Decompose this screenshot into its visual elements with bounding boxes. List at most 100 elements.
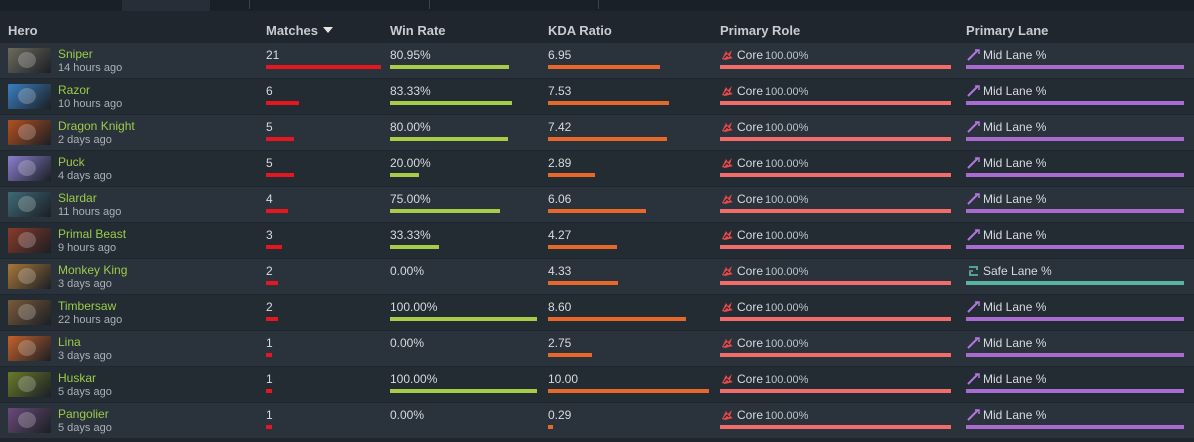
hero-portrait[interactable]	[8, 372, 51, 397]
matches-value: 2	[266, 300, 273, 314]
hero-portrait[interactable]	[8, 228, 51, 253]
win-rate-bar	[390, 137, 508, 141]
column-matches[interactable]: Matches	[266, 23, 334, 38]
table-row[interactable]: Lina 3 days ago 1 0.00% 2.75 Core 100.00% Mid L…	[0, 331, 1194, 366]
table-row[interactable]: Razor 10 hours ago 6 83.33% 7.53 Core 100.00% M…	[0, 79, 1194, 114]
last-played-time: 10 hours ago	[58, 98, 123, 110]
mid-lane-icon	[967, 49, 980, 61]
hero-name-link[interactable]: Timbersaw	[58, 299, 117, 313]
role-percent: 100.00%	[765, 86, 809, 98]
mid-lane-icon	[967, 85, 980, 97]
table-row[interactable]: Slardar 11 hours ago 4 75.00% 6.06 Core 100.00…	[0, 187, 1194, 222]
role-percent: 100.00%	[765, 302, 809, 314]
last-played-time: 14 hours ago	[58, 62, 123, 74]
last-played-time: 4 days ago	[58, 170, 112, 182]
hero-portrait[interactable]	[8, 408, 51, 433]
lane-label: Mid Lane %	[983, 336, 1047, 350]
column-kda-ratio[interactable]: KDA Ratio	[548, 23, 612, 38]
tab-divider	[249, 0, 250, 9]
matches-value: 1	[266, 372, 273, 386]
hero-name-link[interactable]: Pangolier	[58, 407, 109, 421]
win-rate-value: 100.00%	[390, 372, 438, 386]
lane-bar	[966, 65, 1184, 69]
hero-portrait[interactable]	[8, 48, 51, 73]
kda-bar	[548, 65, 660, 69]
top-tab-strip	[0, 0, 1194, 11]
role-label: Core	[737, 300, 764, 314]
core-role-icon	[721, 337, 734, 349]
column-matches-label: Matches	[266, 23, 319, 38]
kda-value: 2.75	[548, 336, 572, 350]
hero-name-link[interactable]: Puck	[58, 155, 85, 169]
table-row[interactable]: Dragon Knight 2 days ago 5 80.00% 7.42 Core 10…	[0, 115, 1194, 150]
table-row[interactable]: Primal Beast 9 hours ago 3 33.33% 4.27 Core 10…	[0, 223, 1194, 258]
core-role-icon	[721, 229, 734, 241]
role-bar	[720, 245, 951, 249]
lane-bar	[966, 209, 1184, 213]
table-row[interactable]: Sniper 14 hours ago 21 80.95% 6.95 Core 100.00…	[0, 43, 1194, 78]
primary-role: Core 100.00%	[721, 48, 808, 62]
primary-role: Core 100.00%	[721, 156, 808, 170]
win-rate-bar	[390, 173, 419, 177]
hero-portrait[interactable]	[8, 264, 51, 289]
hero-portrait[interactable]	[8, 300, 51, 325]
kda-value: 0.29	[548, 408, 572, 422]
hero-portrait[interactable]	[8, 120, 51, 145]
win-rate-bar	[390, 209, 500, 213]
hero-name-link[interactable]: Monkey King	[58, 263, 128, 277]
win-rate-bar	[390, 389, 537, 393]
win-rate-value: 33.33%	[390, 228, 431, 242]
column-primary-role[interactable]: Primary Role	[720, 23, 801, 38]
primary-role: Core 100.00%	[721, 228, 808, 242]
table-row[interactable]: Puck 4 days ago 5 20.00% 2.89 Core 100.00% Mid …	[0, 151, 1194, 186]
role-percent: 100.00%	[765, 266, 809, 278]
hero-name-link[interactable]: Slardar	[58, 191, 97, 205]
lane-bar	[966, 425, 1184, 429]
win-rate-value: 80.00%	[390, 120, 431, 134]
primary-role: Core 100.00%	[721, 372, 808, 386]
table-row[interactable]: Monkey King 3 days ago 2 0.00% 4.33 Core 100.0…	[0, 259, 1194, 294]
lane-bar	[966, 281, 1184, 285]
table-row[interactable]: Timbersaw 22 hours ago 2 100.00% 8.60 Core 100…	[0, 295, 1194, 330]
hero-name-link[interactable]: Primal Beast	[58, 227, 127, 241]
role-percent: 100.00%	[765, 50, 809, 62]
table-row[interactable]: Huskar 5 days ago 1 100.00% 10.00 Core 100.00%…	[0, 367, 1194, 402]
kda-bar	[548, 317, 686, 321]
active-tab[interactable]	[122, 0, 210, 11]
role-bar	[720, 353, 951, 357]
sort-descending-icon	[323, 27, 334, 33]
role-label: Core	[737, 120, 764, 134]
last-played-time: 5 days ago	[58, 422, 112, 434]
last-played-time: 2 days ago	[58, 134, 112, 146]
role-bar	[720, 101, 951, 105]
primary-role: Core 100.00%	[721, 264, 808, 278]
win-rate-value: 75.00%	[390, 192, 431, 206]
column-hero[interactable]: Hero	[8, 23, 38, 38]
role-percent: 100.00%	[765, 374, 809, 386]
primary-lane: Mid Lane %	[967, 228, 1046, 242]
lane-label: Safe Lane %	[983, 264, 1052, 278]
hero-name-link[interactable]: Dragon Knight	[58, 119, 135, 133]
hero-portrait[interactable]	[8, 156, 51, 181]
last-played-time: 3 days ago	[58, 350, 112, 362]
lane-label: Mid Lane %	[983, 120, 1047, 134]
hero-portrait[interactable]	[8, 84, 51, 109]
hero-portrait[interactable]	[8, 192, 51, 217]
hero-name-link[interactable]: Huskar	[58, 371, 97, 385]
hero-name-link[interactable]: Lina	[58, 335, 81, 349]
lane-label: Mid Lane %	[983, 408, 1047, 422]
kda-value: 6.95	[548, 48, 572, 62]
column-primary-lane[interactable]: Primary Lane	[966, 23, 1049, 38]
hero-name-link[interactable]: Razor	[58, 83, 91, 97]
column-win-rate[interactable]: Win Rate	[390, 23, 446, 38]
win-rate-bar	[390, 317, 537, 321]
kda-bar	[548, 281, 618, 285]
core-role-icon	[721, 265, 734, 277]
core-role-icon	[721, 157, 734, 169]
hero-portrait[interactable]	[8, 336, 51, 361]
kda-value: 6.06	[548, 192, 572, 206]
matches-value: 5	[266, 120, 273, 134]
hero-name-link[interactable]: Sniper	[58, 47, 93, 61]
role-label: Core	[737, 192, 764, 206]
table-row[interactable]: Pangolier 5 days ago 1 0.00% 0.29 Core 100.00%…	[0, 403, 1194, 438]
